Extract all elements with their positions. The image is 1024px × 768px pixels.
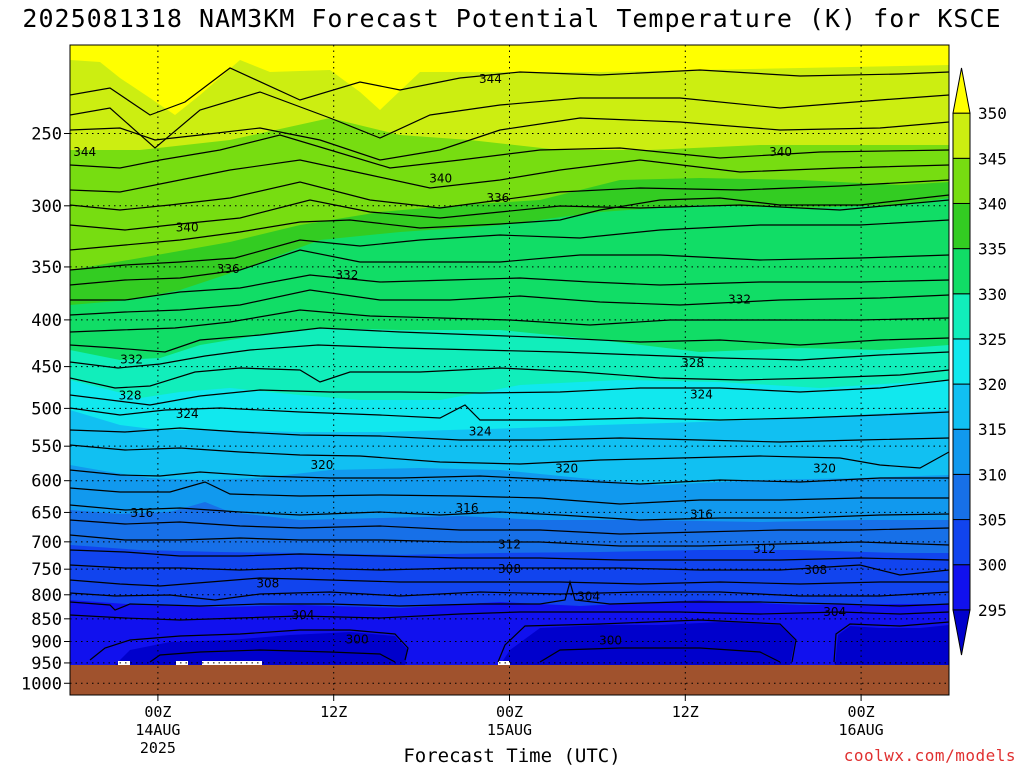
x-tick-label-2-0: 00Z [496,703,523,721]
contour-labels: 344 344 340 340 340 336 336 332 332 332 328 328 324 3… [73,72,846,647]
ground-surface [70,665,949,695]
colorbar-label-315: 315 [978,420,1007,439]
colorbar-cell-7 [952,293,971,340]
x-tick-label-3-0: 12Z [672,703,699,721]
colorbar-label-345: 345 [978,149,1007,168]
contour-label-23: 308 [256,577,279,591]
x-tick-label-0-0: 00Z [144,703,171,721]
contour-label-9: 332 [120,352,143,366]
contour-label-7: 332 [335,268,358,282]
y-tick-label-450: 450 [31,358,62,378]
contour-label-13: 324 [469,424,492,438]
contour-label-11: 328 [681,356,704,370]
colorbar-label-340: 340 [978,194,1007,213]
contour-label-20: 316 [690,507,713,521]
low-blob-3 [835,625,949,665]
low-blob-1 [115,632,408,665]
y-tick-label-500: 500 [31,399,62,419]
contour-label-26: 304 [291,608,314,622]
contour-label-16: 320 [555,462,578,476]
colorbar: 295 300 305 310 315 320 325 330 335 340 345 350 [952,67,1007,656]
x-tick-label-0-1: 14AUG [135,721,180,739]
colorbar-label-305: 305 [978,511,1007,530]
x-tick-label-4-0: 00Z [848,703,875,721]
colorbar-cell-8 [952,248,971,295]
y-tick-label-800: 800 [31,586,62,606]
colorbar-cell-11 [952,112,971,159]
contour-label-12: 324 [176,407,199,421]
colorbar-label-300: 300 [978,556,1007,575]
contour-label-2: 340 [769,145,792,159]
colorbar-high-triangle [952,67,971,114]
colorbar-cell-2 [952,519,971,566]
contour-label-24: 308 [498,562,521,576]
contour-label-15: 320 [311,458,334,472]
contour-label-5: 336 [486,191,509,205]
colorbar-label-295: 295 [978,601,1007,620]
y-tick-label-950: 950 [31,654,62,674]
low-blob-2 [500,622,795,665]
colorbar-label-350: 350 [978,104,1007,123]
contour-label-19: 316 [456,501,479,515]
x-tick-label-1-0: 12Z [320,703,347,721]
y-tick-label-650: 650 [31,503,62,523]
y-tick-label-400: 400 [31,311,62,331]
y-tick-label-750: 750 [31,560,62,580]
colorbar-cell-9 [952,202,971,250]
chart-title: 2025081318 NAM3KM Forecast Potential Tem… [22,4,1002,33]
contour-label-29: 300 [346,633,369,647]
x-tick-label-2-1: 15AUG [487,721,532,739]
y-tick-label-300: 300 [31,197,62,217]
color-fill-layer [70,45,949,695]
contour-label-8: 332 [728,293,751,307]
contour-label-10: 328 [119,388,142,402]
colorbar-cell-5 [952,383,971,430]
contour-label-3: 340 [429,171,452,185]
x-tick-label-0-2: 2025 [140,739,176,757]
watermark: coolwx.com/models [843,746,1016,765]
contour-label-22: 312 [753,542,776,556]
contour-label-17: 320 [813,462,836,476]
y-tick-label-350: 350 [31,258,62,278]
contour-label-27: 304 [577,589,600,603]
colorbar-label-320: 320 [978,375,1007,394]
band-345 [70,45,949,115]
contour-label-6: 336 [217,262,240,276]
y-tick-label-850: 850 [31,610,62,630]
contour-label-4: 340 [176,221,199,235]
contour-label-21: 312 [498,538,521,552]
contour-label-1: 344 [479,72,502,86]
x-axis-title: Forecast Time (UTC) [403,745,621,767]
y-tick-label-1000: 1000 [21,674,62,694]
colorbar-cell-1 [952,564,971,611]
y-tick-label-250: 250 [31,124,62,144]
contour-label-30: 300 [599,634,622,648]
y-tick-label-900: 900 [31,632,62,652]
colorbar-label-330: 330 [978,285,1007,304]
contour-label-18: 316 [130,506,153,520]
y-tick-label-600: 600 [31,472,62,492]
contour-label-0: 344 [73,145,96,159]
contour-lines [70,67,949,663]
surface-gaps [118,661,510,665]
y-axis-ticks: 2503003504004505005506006507007508008509… [21,124,70,694]
colorbar-low-triangle [952,609,971,656]
contour-label-14: 324 [690,388,713,402]
colorbar-cell-3 [952,473,971,521]
y-tick-label-700: 700 [31,533,62,553]
x-tick-label-4-1: 16AUG [839,721,884,739]
colorbar-label-325: 325 [978,330,1007,349]
colorbar-cell-10 [952,157,971,204]
contour-label-28: 304 [823,605,846,619]
colorbar-cell-4 [952,428,971,475]
gridlines [70,45,949,695]
y-tick-label-550: 550 [31,437,62,457]
colorbar-label-335: 335 [978,240,1007,259]
contour-label-25: 308 [804,563,827,577]
colorbar-label-310: 310 [978,465,1007,484]
colorbar-cell-6 [952,338,971,385]
